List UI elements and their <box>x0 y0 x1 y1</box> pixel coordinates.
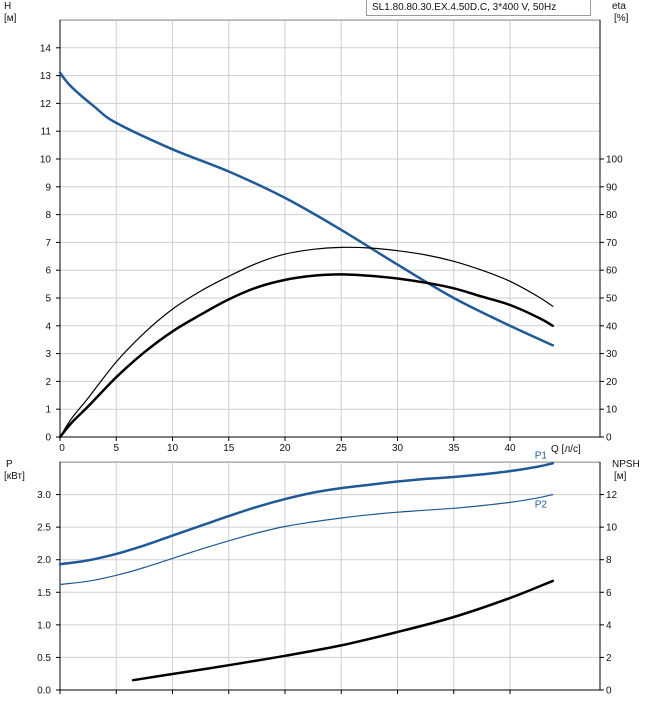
top-y2-tick-label: 50 <box>606 294 618 305</box>
x-tick-label: 20 <box>279 443 291 454</box>
top-y-tick-label: 11 <box>41 127 52 138</box>
top-y2-tick-label: 100 <box>606 155 623 166</box>
bottom-y2-tick-label: 0 <box>606 686 612 697</box>
top-y-tick-label: 10 <box>40 155 52 166</box>
top-series-2-line <box>58 273 555 439</box>
x-axis-label: Q [л/с] <box>551 444 581 455</box>
x-tick-label: 15 <box>223 443 235 454</box>
bottom-y-tick-label: 0.0 <box>37 686 51 697</box>
top-y2-tick-label: 20 <box>606 377 618 388</box>
x-tick-label: 5 <box>113 443 119 454</box>
bottom-y-axis-unit: [кВт] <box>4 471 25 482</box>
bottom-y-tick-label: 1.5 <box>37 588 51 599</box>
x-tick-label: 30 <box>392 443 404 454</box>
x-tick-label: 35 <box>448 443 460 454</box>
top-y-tick-label: 7 <box>45 238 51 249</box>
bottom-y2-tick-label: 4 <box>606 620 612 631</box>
bottom-y-tick-label: 1.0 <box>37 620 51 631</box>
top-y-tick-label: 4 <box>45 321 51 332</box>
top-y-axis-title: H <box>4 1 11 12</box>
bottom-y2-tick-label: 2 <box>606 653 612 664</box>
top-y-tick-label: 8 <box>45 210 51 221</box>
top-y-tick-label: 13 <box>40 71 52 82</box>
x-tick-label: 0 <box>59 443 65 454</box>
series-p1-label: P1 <box>535 450 548 461</box>
bottom-y2-tick-label: 10 <box>606 523 618 534</box>
top-series-0-line <box>58 71 555 347</box>
top-y-tick-label: 9 <box>45 182 51 193</box>
top-plot-frame <box>59 19 601 438</box>
top-y2-axis-title: eta <box>612 1 626 12</box>
chart-title: SL1.80.80.30.EX.4.50D.C, 3*400 V, 50Hz <box>372 2 557 13</box>
x-tick-label: 10 <box>167 443 179 454</box>
top-y2-tick-label: 70 <box>606 238 618 249</box>
bottom-y2-axis-title: NPSH <box>612 459 640 470</box>
top-y2-tick-label: 30 <box>606 349 618 360</box>
bottom-y2-axis-unit: [м] <box>614 471 627 482</box>
top-y2-tick-label: 60 <box>606 266 618 277</box>
bottom-y-tick-label: 3.0 <box>37 490 51 501</box>
bottom-y2-tick-label: 6 <box>606 588 612 599</box>
bottom-plot-frame <box>59 461 601 691</box>
top-y2-tick-label: 0 <box>606 433 612 444</box>
bottom-y-axis-title: P <box>6 459 13 470</box>
series-p2-label: P2 <box>535 500 548 511</box>
bottom-y2-tick-label: 8 <box>606 555 612 566</box>
top-y-tick-label: 5 <box>45 294 51 305</box>
top-y-axis-unit: [м] <box>4 13 17 24</box>
bottom-y-tick-label: 2.0 <box>37 555 51 566</box>
top-y-tick-label: 0 <box>45 433 51 444</box>
top-y-tick-label: 12 <box>40 99 52 110</box>
top-y2-axis-unit: [%] <box>614 13 629 24</box>
bottom-series-2-line <box>131 579 555 682</box>
top-y2-tick-label: 10 <box>606 405 618 416</box>
top-y-tick-label: 2 <box>45 377 51 388</box>
top-y-tick-label: 3 <box>45 349 51 360</box>
top-y-tick-label: 6 <box>45 266 51 277</box>
top-y-tick-label: 14 <box>40 43 52 54</box>
top-series-1-line <box>59 246 554 438</box>
top-y-tick-label: 1 <box>45 405 51 416</box>
top-y2-tick-label: 90 <box>606 182 618 193</box>
bottom-y-tick-label: 2.5 <box>37 523 51 534</box>
series-p2-line <box>59 494 554 586</box>
bottom-y2-tick-label: 12 <box>606 490 618 501</box>
top-y2-tick-label: 40 <box>606 321 618 332</box>
bottom-y-tick-label: 0.5 <box>37 653 51 664</box>
top-y2-tick-label: 80 <box>606 210 618 221</box>
chart-title-box: SL1.80.80.30.EX.4.50D.C, 3*400 V, 50Hz <box>366 0 591 16</box>
series-p1-line <box>58 462 555 566</box>
x-tick-label: 40 <box>504 443 516 454</box>
x-tick-label: 25 <box>336 443 348 454</box>
